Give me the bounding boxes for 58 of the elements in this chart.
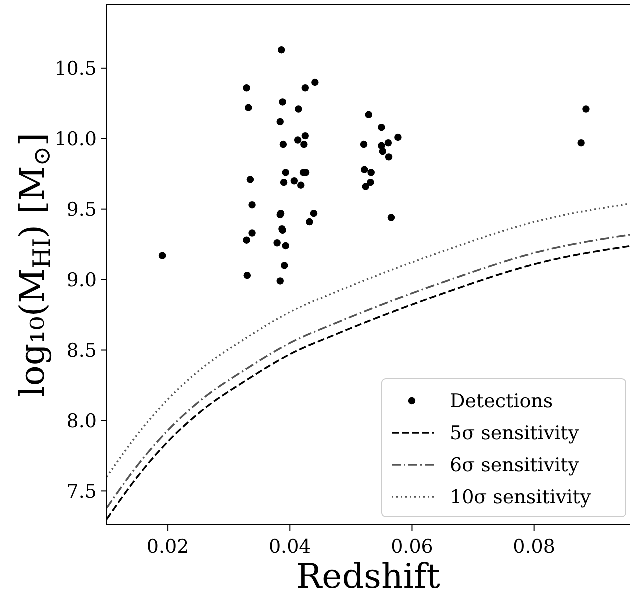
legend-label: 5σ sensitivity: [450, 422, 580, 445]
point: [243, 236, 250, 244]
point: [385, 154, 393, 161]
point: [582, 106, 590, 113]
point: [294, 136, 302, 144]
point: [306, 218, 314, 226]
x-tick-label: 0.06: [391, 536, 434, 558]
point: [244, 272, 252, 280]
point: [245, 104, 252, 112]
point: [379, 148, 387, 156]
point: [367, 178, 374, 186]
point: [378, 124, 386, 132]
x-axis-title: Redshift: [296, 557, 441, 595]
point: [578, 139, 585, 147]
point: [279, 98, 286, 106]
point: [248, 230, 256, 237]
y-tick-label: 10.5: [54, 58, 97, 80]
point: [368, 169, 375, 176]
point: [312, 78, 319, 86]
point: [278, 46, 286, 54]
legend-label: 6σ sensitivity: [450, 454, 580, 477]
point: [276, 278, 284, 285]
point: [158, 252, 166, 260]
point: [243, 84, 250, 92]
point: [388, 214, 396, 222]
point: [248, 202, 256, 209]
point: [280, 140, 288, 148]
point: [298, 182, 305, 189]
x-tick-label: 0.08: [513, 536, 556, 558]
point: [302, 84, 310, 92]
point: [302, 132, 310, 140]
point: [295, 106, 302, 113]
y-tick-label: 10.0: [54, 128, 97, 151]
point: [281, 262, 288, 270]
point: [361, 166, 368, 174]
point: [394, 134, 402, 142]
point: [362, 183, 370, 190]
point: [300, 140, 308, 148]
point: [310, 210, 318, 218]
point: [282, 242, 290, 250]
point: [360, 140, 368, 148]
point: [246, 176, 254, 184]
y-tick-label: 7.5: [66, 480, 97, 503]
point: [365, 111, 373, 119]
y-tick-label: 9.0: [66, 269, 97, 292]
legend-label: Detections: [450, 390, 554, 413]
legend-label: 10σ sensitivity: [450, 486, 592, 509]
point: [282, 169, 290, 176]
x-tick-label: 0.04: [268, 536, 312, 558]
y-tick-label: 9.5: [66, 198, 97, 221]
point: [384, 139, 392, 147]
y-tick-label: 8.5: [66, 340, 97, 362]
x-tick-label: 0.02: [146, 536, 190, 558]
point: [276, 118, 284, 126]
point: [280, 178, 288, 186]
point: [274, 240, 281, 247]
y-tick-label: 8.0: [66, 410, 97, 432]
point: [290, 178, 298, 185]
